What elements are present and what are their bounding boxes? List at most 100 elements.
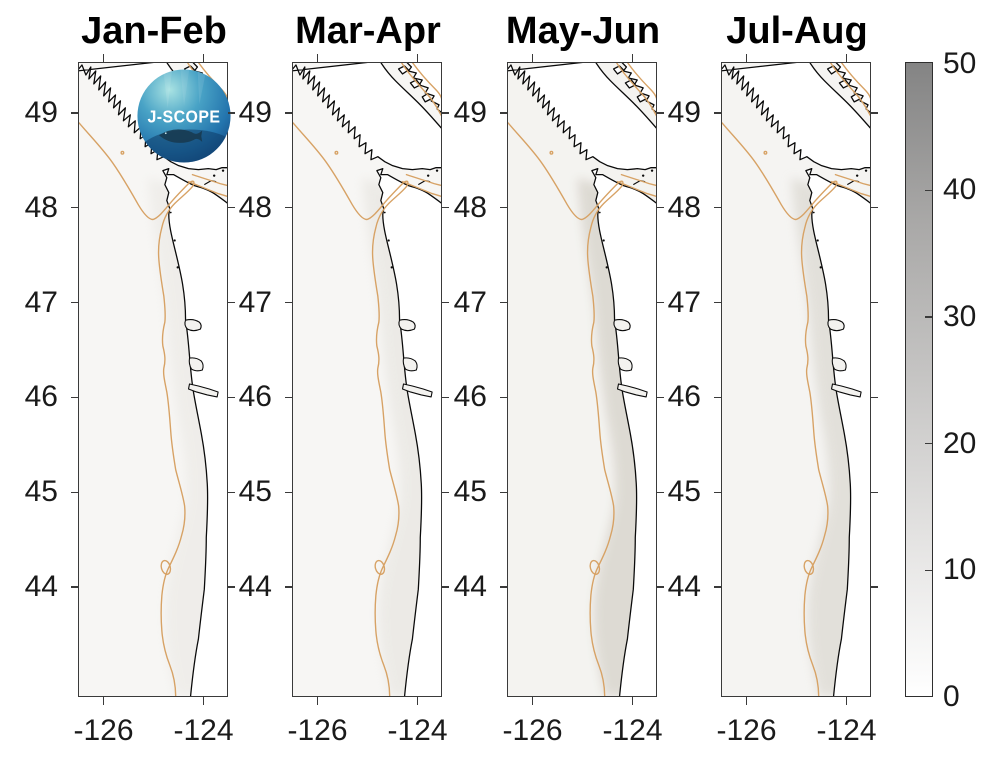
lon-tick-bottom [845,697,848,705]
colorbar-tick-label: 20 [943,426,977,460]
lat-tick-left [71,491,78,493]
lat-tick-right [657,491,664,493]
lon-tick-label: -124 [602,714,663,747]
coastline-map [293,63,441,696]
lat-tick-left [500,207,507,209]
map-panel-jul-aug: Jul-Aug [721,10,871,697]
colorbar-tick [925,189,932,191]
lat-tick-right [228,491,235,493]
colorbar [905,62,933,697]
lon-tick-label: -126 [287,714,348,747]
lat-tick-right [442,396,449,399]
colorbar-tick-label: 30 [943,299,977,333]
lat-tick-label: 49 [24,96,58,129]
lat-tick-left [285,112,292,114]
lon-tick-label: -124 [816,714,877,747]
lat-tick-right [657,207,664,209]
lat-tick-right [657,112,664,114]
lat-tick-right [228,207,235,209]
lat-tick-right [871,207,878,209]
lat-tick-left [71,112,78,114]
lat-tick-label: 48 [453,190,487,224]
lat-tick-left [500,301,507,304]
lat-tick-label: 45 [453,475,487,509]
colorbar-tick-label: 10 [943,553,977,587]
panel-title: Mar-Apr [295,10,441,52]
coastline-map [722,63,870,696]
coastline-map [508,63,656,696]
lat-tick-left [714,396,721,399]
lon-tick-bottom [631,697,634,705]
lat-tick-right [871,586,878,588]
colorbar-tick-label: 40 [943,173,977,207]
lat-tick-right [442,301,449,304]
lon-tick-top [416,54,419,62]
panel-title: May-Jun [505,10,661,52]
coastline-map [79,63,227,696]
lat-tick-right [871,112,878,114]
lat-tick-left [71,207,78,209]
lon-tick-label: -124 [173,714,234,747]
jscope-logo-icon: J-SCOPE [137,69,231,163]
lat-tick-right [228,112,235,114]
lat-tick-label: 48 [238,190,272,224]
lat-tick-label: 47 [24,285,58,319]
lon-tick-bottom [745,697,748,705]
lat-tick-label: 46 [453,380,487,414]
lon-tick-bottom [202,697,205,705]
panel-title: Jul-Aug [726,10,868,52]
lat-tick-right [871,301,878,304]
lat-tick-label: 46 [667,380,701,414]
lat-tick-label: 44 [667,570,701,603]
colorbar-tick [925,316,932,318]
fish-icon [159,129,203,143]
lon-tick-label: -126 [73,714,134,747]
lat-tick-right [228,301,235,304]
panel-title: Jan-Feb [81,10,227,52]
lat-tick-label: 47 [238,285,272,319]
lon-tick-top [845,54,848,62]
lat-tick-right [442,491,449,493]
lat-tick-left [71,586,78,588]
lat-tick-left [714,491,721,493]
lon-tick-top [745,54,748,62]
lat-tick-left [285,301,292,304]
lat-tick-label: 48 [24,190,58,224]
lat-tick-left [500,396,507,399]
lat-tick-right [871,396,878,399]
lon-tick-bottom [531,697,534,705]
lat-tick-label: 46 [24,380,58,414]
lat-tick-label: 44 [24,570,58,603]
lat-tick-left [500,491,507,493]
map-panel-jan-feb: Jan-Feb [78,10,228,697]
lon-tick-top [202,54,205,62]
lat-tick-label: 49 [667,96,701,129]
lat-tick-left [285,207,292,209]
lat-tick-left [714,586,721,588]
map-panel-may-jun: May-Jun [506,10,660,697]
lat-tick-right [442,112,449,114]
lat-tick-label: 47 [453,285,487,319]
lat-tick-label: 45 [667,475,701,509]
lat-tick-label: 45 [24,475,58,509]
lon-tick-top [531,54,534,62]
lat-tick-left [714,301,721,304]
colorbar-tick [925,442,932,445]
lat-tick-label: 47 [667,285,701,319]
lon-tick-top [316,54,319,62]
lat-tick-label: 45 [238,475,272,509]
jscope-logo: J-SCOPE [136,68,232,164]
lat-tick-right [657,301,664,304]
lat-tick-right [442,586,449,588]
lat-tick-right [657,396,664,399]
colorbar-tick-label: 50 [943,46,977,80]
lon-tick-top [631,54,634,62]
lon-tick-label: -126 [716,714,777,747]
lat-tick-left [714,112,721,114]
lat-tick-left [285,586,292,588]
lat-tick-left [71,396,78,399]
lon-tick-bottom [416,697,419,705]
lat-tick-right [871,491,878,493]
colorbar-tick-label: 0 [943,680,960,713]
lat-tick-right [228,586,235,588]
